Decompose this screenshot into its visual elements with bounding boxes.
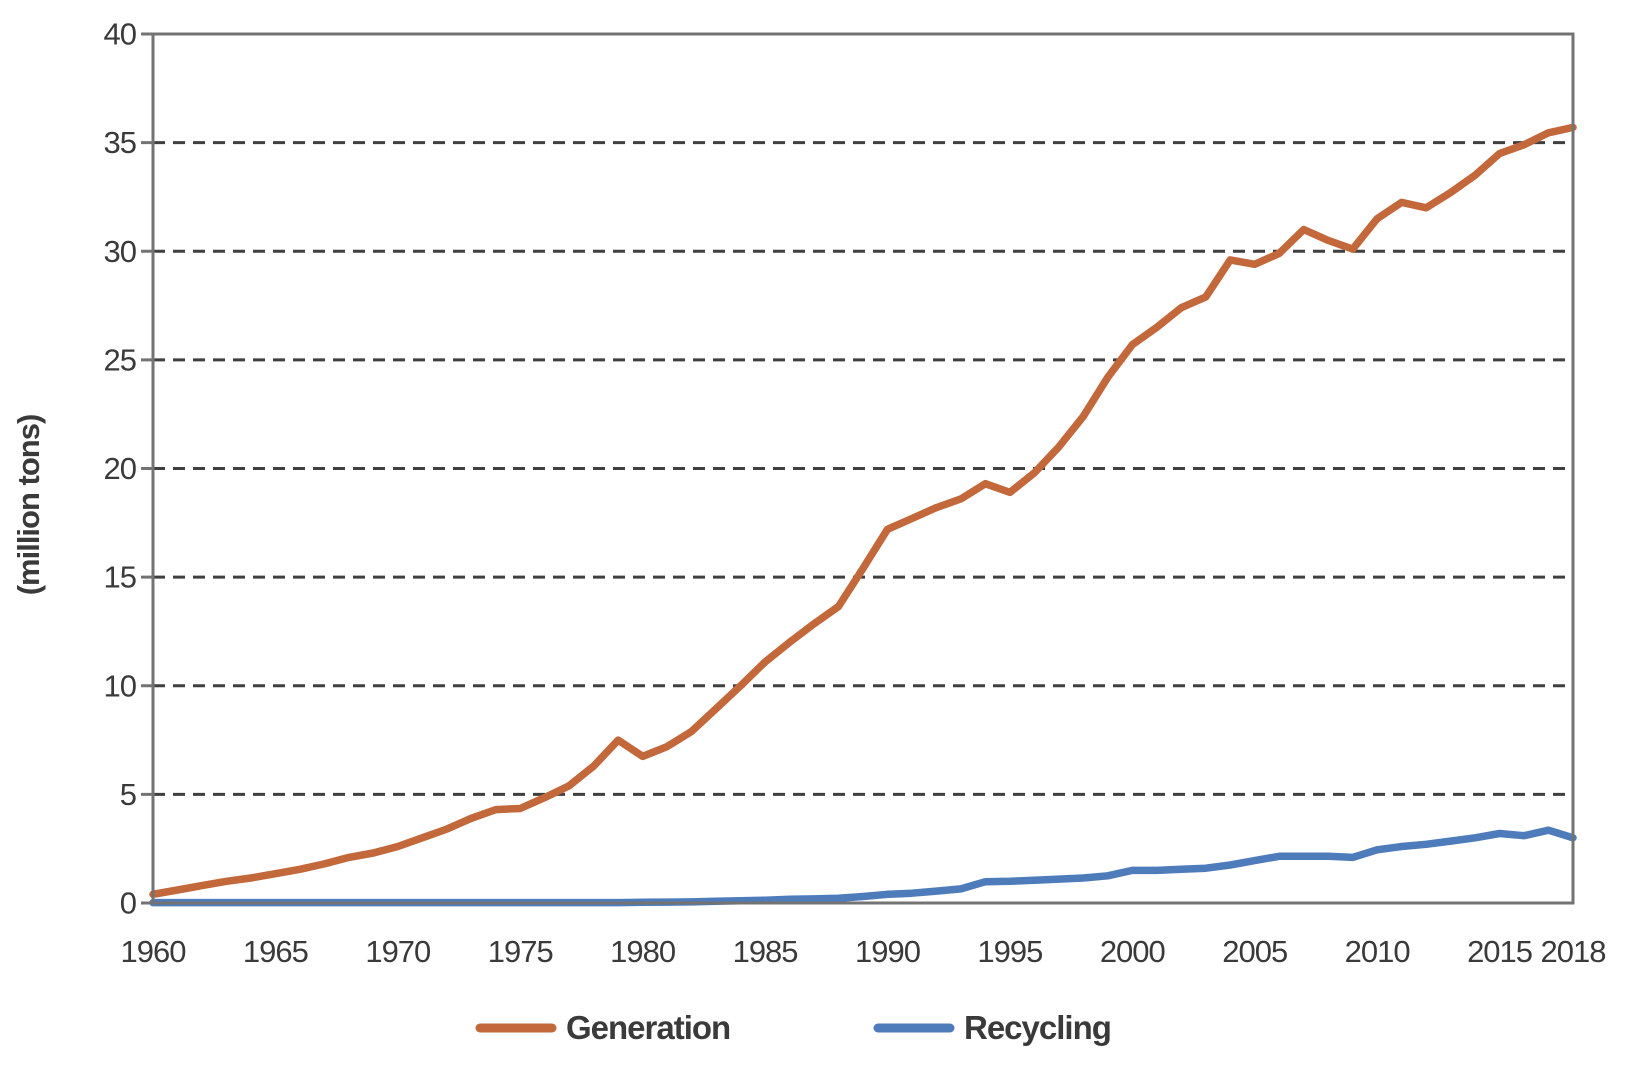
y-tick-label-15: 15 — [104, 560, 136, 595]
y-tick-label-35: 35 — [104, 125, 136, 160]
x-tick-label-1965: 1965 — [243, 934, 308, 969]
x-tick-label-2005: 2005 — [1222, 934, 1287, 969]
y-tick-label-0: 0 — [120, 886, 137, 921]
x-tick-label-1990: 1990 — [855, 934, 921, 969]
chart-legend: Generation Recycling — [475, 1009, 1112, 1046]
x-tick-label-1985: 1985 — [733, 934, 798, 969]
x-tick-label-2010: 2010 — [1345, 934, 1411, 969]
legend-label-recycling: Recycling — [964, 1009, 1111, 1046]
y-axis-title: (million tons) — [11, 415, 46, 596]
gridlines-layer — [153, 141, 1573, 796]
x-tick-label-2015: 2015 — [1467, 934, 1532, 969]
x-tick-label-1960: 1960 — [121, 934, 187, 969]
y-tick-label-30: 30 — [104, 234, 137, 269]
y-tick-label-5: 5 — [120, 777, 136, 812]
y-tick-label-20: 20 — [104, 451, 137, 486]
y-tick-label-40: 40 — [104, 17, 137, 52]
legend-label-generation: Generation — [566, 1009, 730, 1046]
axis-ticks-and-labels-layer: 0 5 10 15 20 25 30 35 40 1960 1965 1970 1975 1980 1985… — [104, 17, 1607, 970]
x-tick-label-1995: 1995 — [977, 934, 1042, 969]
y-tick-label-10: 10 — [104, 668, 137, 703]
y-tick-label-25: 25 — [104, 342, 136, 377]
x-tick-label-1980: 1980 — [610, 934, 676, 969]
x-tick-label-2018: 2018 — [1541, 934, 1606, 969]
data-series-layer — [149, 123, 1577, 907]
x-tick-label-2000: 2000 — [1100, 934, 1166, 969]
x-tick-label-1975: 1975 — [488, 934, 553, 969]
generation-line — [149, 123, 1577, 899]
recycling-line — [149, 826, 1577, 907]
x-tick-label-1970: 1970 — [365, 934, 431, 969]
